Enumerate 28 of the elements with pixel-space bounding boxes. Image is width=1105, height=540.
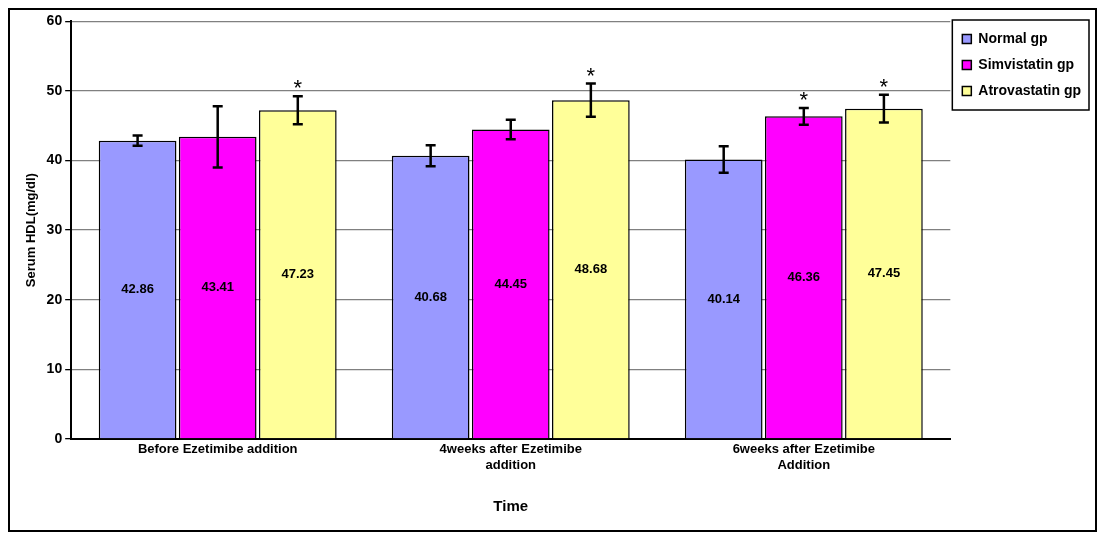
data-label: 47.23 — [281, 266, 315, 282]
data-label: 44.45 — [494, 275, 528, 291]
annotation: * — [586, 62, 596, 88]
legend-label: Simvistatin gp — [978, 55, 1075, 72]
x-tick-label: 6weeks after Ezetimibe Addition — [732, 441, 875, 472]
data-label: 47.45 — [867, 265, 901, 281]
data-label: 42.86 — [121, 281, 154, 297]
annotation: * — [879, 73, 889, 99]
y-tick-label: 30 — [46, 220, 63, 237]
legend-label: Atrovastatin gp — [978, 81, 1082, 98]
y-tick-label: 40 — [46, 151, 63, 168]
data-label: 40.68 — [414, 288, 447, 304]
annotation: * — [293, 75, 303, 101]
y-tick-label: 20 — [46, 290, 63, 307]
y-tick-label: 50 — [46, 81, 63, 98]
x-axis-title: Time — [493, 497, 529, 515]
y-axis-title: Serum HDL(mg/dl) — [23, 173, 39, 288]
legend-label: Normal gp — [978, 29, 1048, 46]
x-tick-label: 4weeks after Ezetimibe addition — [439, 441, 582, 472]
data-label: 48.68 — [574, 261, 608, 277]
y-tick-label: 0 — [54, 429, 63, 446]
y-tick-label: 10 — [46, 360, 63, 377]
annotation: * — [799, 87, 809, 112]
y-tick-label: 60 — [46, 12, 63, 29]
data-label: 40.14 — [707, 290, 741, 306]
data-label: 46.36 — [787, 269, 821, 285]
data-label: 43.41 — [201, 279, 234, 295]
x-tick-label: Before Ezetimibe addition — [137, 441, 298, 457]
